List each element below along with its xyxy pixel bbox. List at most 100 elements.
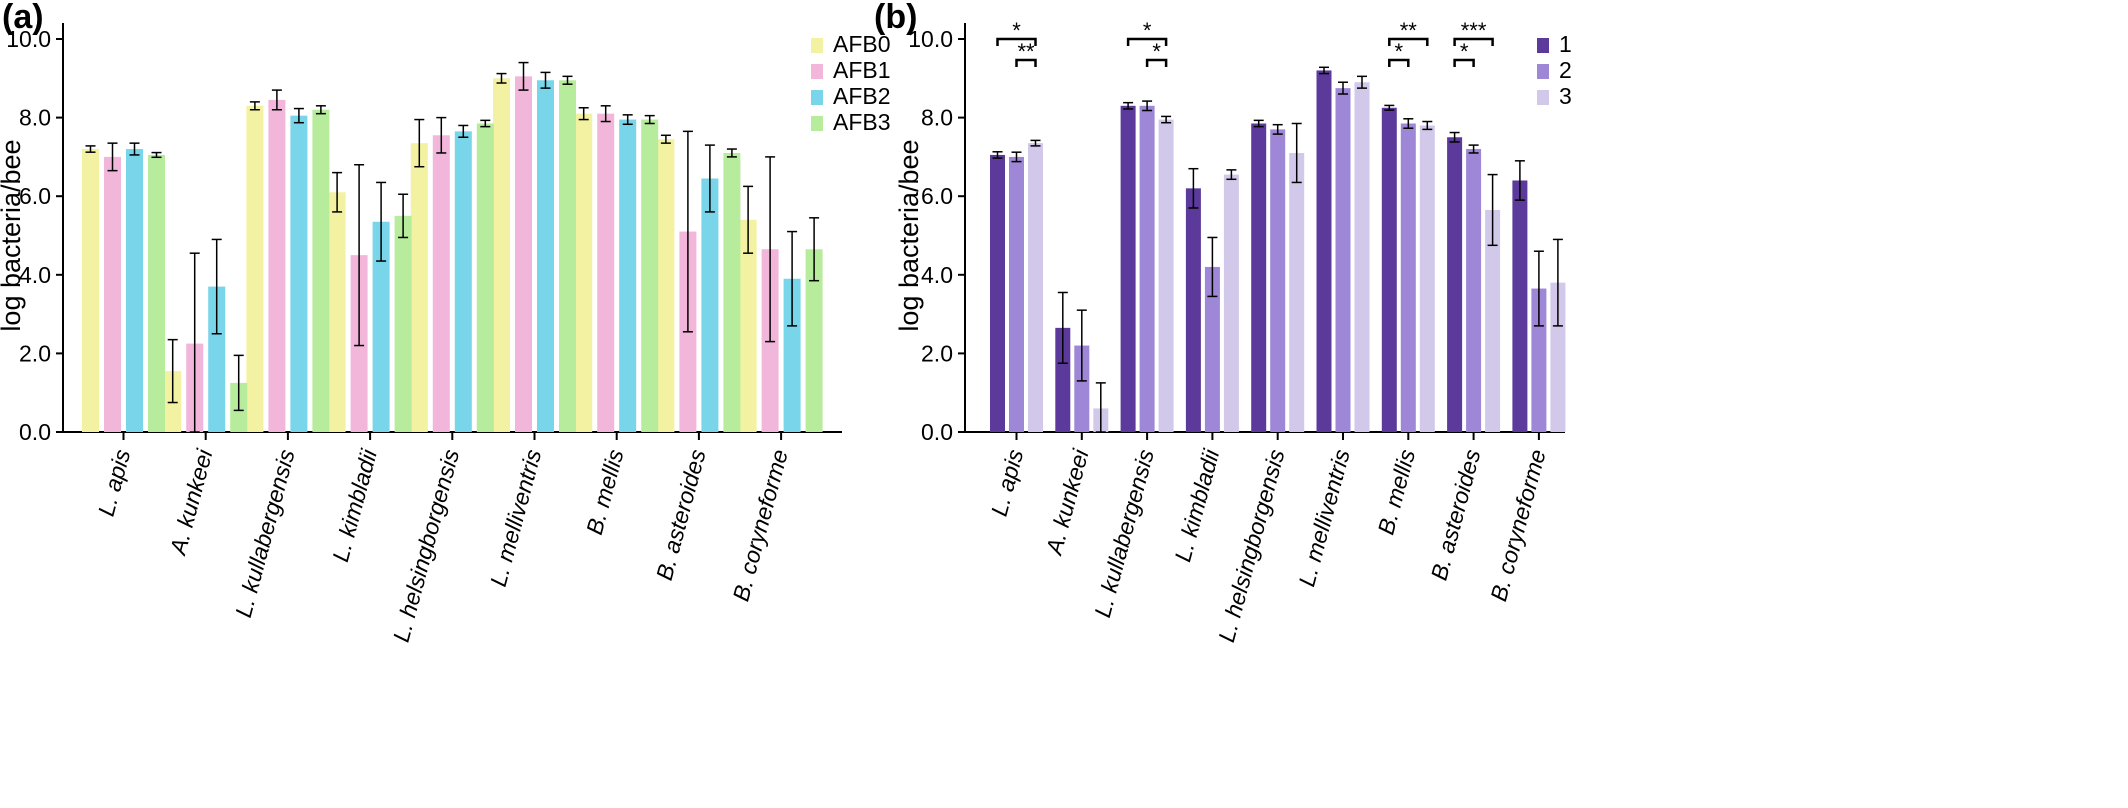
panel-b-y-tick-label: 6.0 <box>921 183 953 209</box>
panel-a-category-label: L. helsingborgensis <box>388 446 465 645</box>
panel-a-category-label: B. coryneforme <box>727 447 792 604</box>
panel-b-bar <box>990 154 1005 432</box>
panel-a-category-label: L. apis <box>93 446 136 519</box>
panel-a-category-label: L. kullabergensis <box>230 446 300 620</box>
panel-a-bar <box>312 109 330 433</box>
panel-b: (b) 0.0 2.0 4.0 6.0 8.0 10.0 log bacteria/bee L.… <box>874 0 1572 645</box>
panel-b-bar <box>1009 156 1024 432</box>
panel-b-category-label: L. helsingborgensis <box>1213 446 1290 645</box>
panel-b-significance-label: * <box>1143 18 1152 43</box>
panel-b-category-label: B. mellis <box>1373 446 1421 537</box>
panel-b-y-tick-label: 2.0 <box>921 340 953 366</box>
panel-a-bar <box>104 156 121 432</box>
panel-a-bar <box>657 139 675 432</box>
panel-a-bar <box>208 286 226 432</box>
panel-a-bar <box>559 80 576 432</box>
panel-b-y-tick-label: 10.0 <box>908 26 953 52</box>
panel-a-bar <box>493 78 510 433</box>
panel-a-y-axis-label: log bacteria/bee <box>0 139 26 331</box>
panel-b-significance-label: *** <box>1461 18 1487 43</box>
panel-b-significance-bracket <box>1145 58 1168 67</box>
panel-b-significance-bracket <box>1388 58 1410 67</box>
panel-a-bar <box>372 221 390 432</box>
panel-b-significance-label: ** <box>1017 39 1035 64</box>
panel-b-bar <box>1447 137 1463 432</box>
panel-b-bar <box>1028 143 1043 432</box>
panel-a-bar <box>641 119 659 432</box>
panel-a-legend-swatch <box>811 116 823 131</box>
panel-a-legend-swatch <box>811 64 823 79</box>
panel-a-bar <box>515 76 532 433</box>
panel-a-bar <box>410 143 428 432</box>
panel-a-category-label: B. mellis <box>581 446 629 537</box>
panel-a-y-tick-label: 4.0 <box>19 262 51 288</box>
panel-b-bar <box>1354 82 1370 432</box>
panel-a-bar <box>432 135 450 432</box>
panel-b-bar <box>1204 266 1220 432</box>
panel-b-bar <box>1055 327 1071 432</box>
panel-a-y-tick-label: 8.0 <box>19 105 51 131</box>
panel-a-bar <box>394 215 412 432</box>
panel-a-legend-label: AFB3 <box>833 109 891 135</box>
panel-b-significance-bracket <box>1453 37 1494 46</box>
panel-a-legend-swatch <box>811 38 823 53</box>
panel-b-category-label: L. apis <box>986 446 1029 519</box>
panel-a-y-tick-label: 0.0 <box>19 419 51 445</box>
panel-b-bar <box>1223 174 1239 432</box>
panel-a: (a) 0.0 2.0 4.0 6.0 8.0 10.0 log bacteria/bee L.… <box>0 0 891 645</box>
panel-b-significance-label: ** <box>1400 18 1418 43</box>
panel-b-significance-bracket <box>1453 58 1475 67</box>
panel-b-y-tick-label: 0.0 <box>921 419 953 445</box>
panel-b-bar <box>1550 282 1566 432</box>
panel-a-y-tick-label: 10.0 <box>6 26 51 52</box>
panel-a-category-label: L. melliventris <box>485 446 547 589</box>
panel-b-category-label: A. kunkeei <box>1040 446 1094 559</box>
panel-b-bar <box>1251 123 1267 433</box>
panel-b-category-label: B. asteroides <box>1426 446 1486 583</box>
panel-b-bar <box>1400 123 1416 433</box>
panel-b-bar <box>1381 107 1397 433</box>
panel-a-legend-label: AFB2 <box>833 83 891 109</box>
panel-b-bar <box>1270 129 1286 432</box>
panel-b-legend-swatch <box>1537 38 1549 53</box>
panel-a-bar <box>537 80 554 432</box>
panel-b-significance-bracket <box>1015 58 1037 67</box>
panel-b-significance-bracket <box>1388 37 1429 46</box>
panel-a-bar <box>246 105 264 432</box>
panel-a-bar <box>805 249 823 432</box>
panel-b-legend-label: 3 <box>1559 83 1572 109</box>
panel-a-bar <box>597 113 615 433</box>
panel-a-bar <box>148 154 165 432</box>
panel-b-legend-swatch <box>1537 90 1549 105</box>
panel-b-bar <box>1531 288 1547 432</box>
panel-a-bar <box>268 99 286 432</box>
panel-b-bar <box>1512 180 1528 432</box>
panel-a-bar <box>701 178 719 432</box>
panel-a-bar <box>739 219 757 432</box>
panel-b-legend-label: 1 <box>1559 31 1572 57</box>
panel-b-bar <box>1485 209 1501 432</box>
panel-b-significance-label: * <box>1152 39 1161 64</box>
panel-b-bar <box>1158 119 1174 432</box>
panel-a-category-label: B. asteroides <box>651 446 711 583</box>
panel-a-bar <box>328 192 346 432</box>
panel-a-bar <box>476 123 494 433</box>
panel-a-category-label: L. kimbladii <box>327 446 382 565</box>
panel-a-bar <box>126 149 143 433</box>
panel-b-significance-bracket <box>996 37 1037 46</box>
panel-a-bar <box>783 278 801 432</box>
panel-b-category-label: L. kullabergensis <box>1089 446 1159 620</box>
panel-a-bar <box>290 115 308 432</box>
panel-b-significance-label: * <box>1012 18 1021 43</box>
panel-b-y-tick-label: 8.0 <box>921 105 953 131</box>
panel-b-y-axis-label: log bacteria/bee <box>894 139 924 331</box>
panel-a-bar <box>454 131 472 433</box>
panel-b-category-label: L. melliventris <box>1293 446 1355 589</box>
panel-a-legend-label: AFB1 <box>833 57 891 83</box>
panel-a-label: (a) <box>2 0 44 36</box>
panel-a-category-label: A. kunkeei <box>164 446 218 559</box>
panel-a-y-tick-label: 6.0 <box>19 183 51 209</box>
panel-b-legend-swatch <box>1537 64 1549 79</box>
